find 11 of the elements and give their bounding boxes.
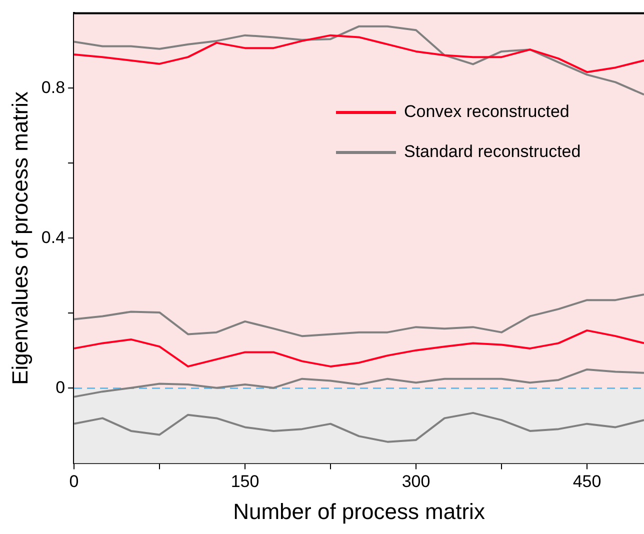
y-tick-label: 0.4 [41, 228, 66, 247]
x-axis-title: Number of process matrix [233, 498, 485, 524]
y-tick-label: 0 [56, 378, 66, 397]
x-tick-label: 300 [402, 472, 430, 492]
legend-label: Convex reconstructed [404, 102, 570, 122]
x-tick-label: 450 [572, 472, 602, 492]
x-tick-label: 150 [230, 472, 260, 492]
y-tick-label: 0.8 [41, 78, 66, 97]
y-axis-title: Eigenvalues of process matrix [7, 91, 32, 385]
legend-label: Standard reconstructed [404, 142, 581, 162]
x-tick-label: 0 [69, 472, 79, 492]
